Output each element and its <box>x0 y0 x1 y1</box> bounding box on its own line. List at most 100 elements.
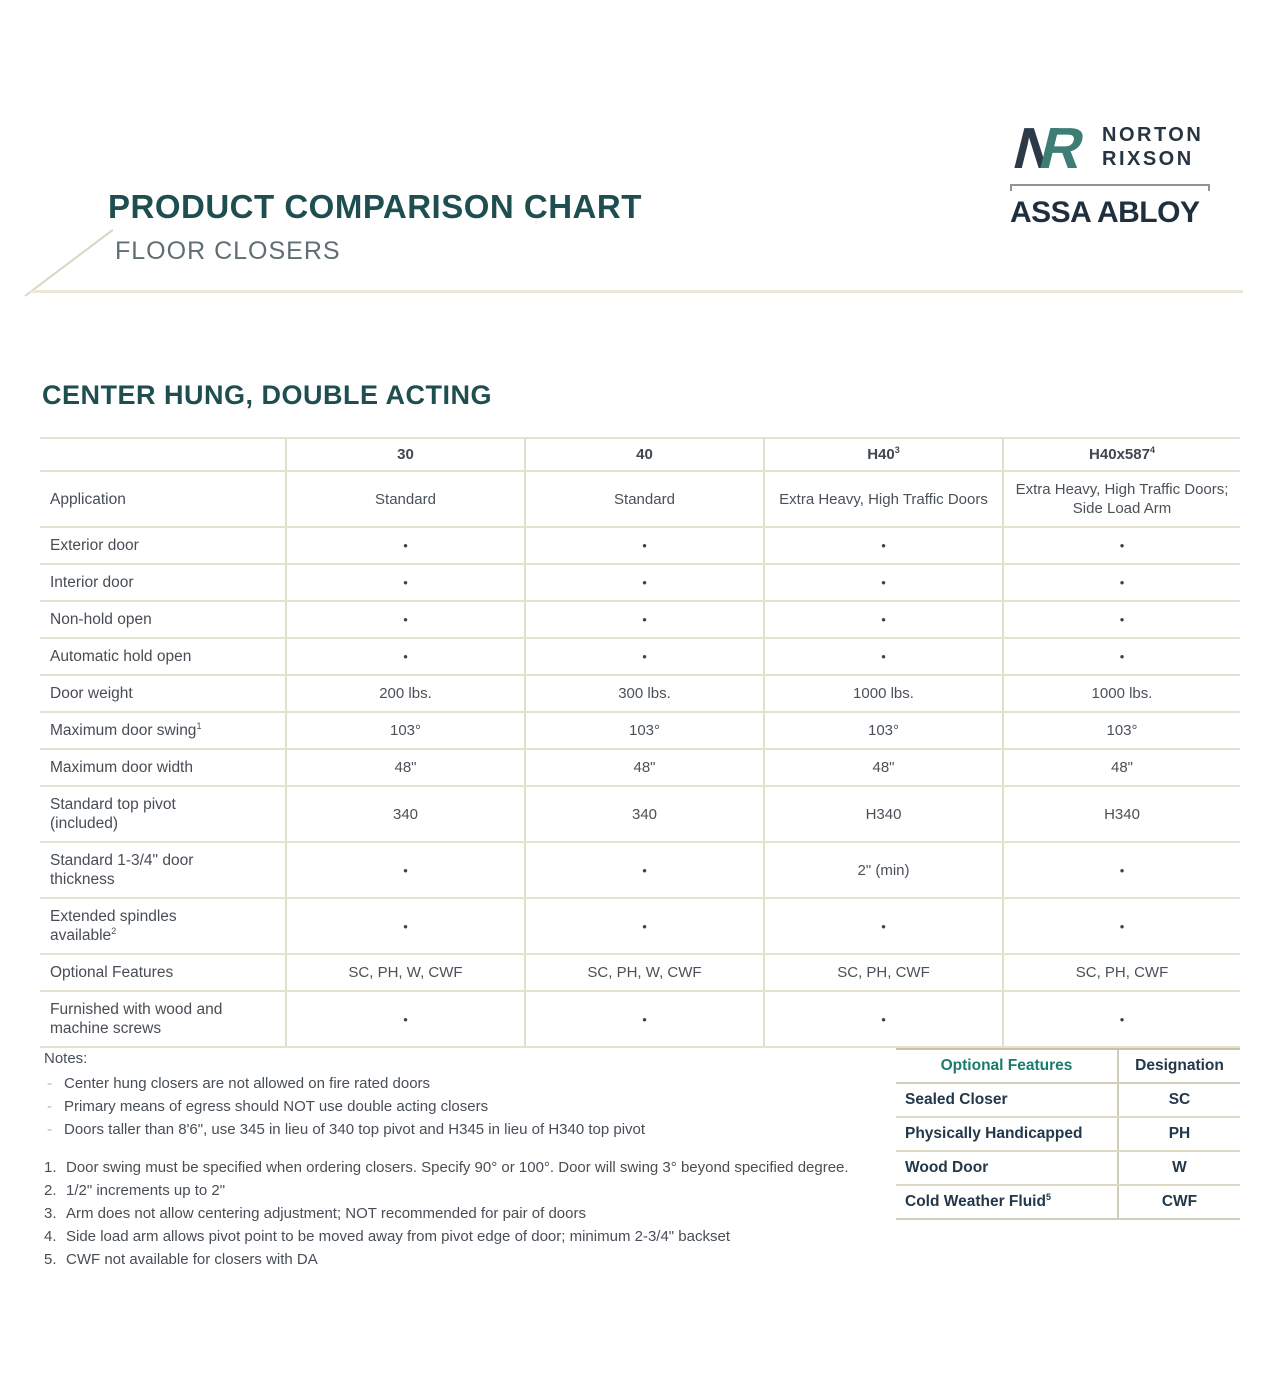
row-label: Interior door <box>40 564 286 602</box>
cell-value: • <box>1002 898 1240 955</box>
cell-value: • <box>524 991 764 1048</box>
number-marker: 5. <box>44 1251 57 1268</box>
column-header-superscript: 3 <box>894 445 900 455</box>
comparison-table: 30 40 H403 H40x5874 Application Standard Stand… <box>40 437 1240 1048</box>
column-header-label: 40 <box>636 446 653 463</box>
bullet-marker: - <box>47 1098 52 1115</box>
column-header: 40 <box>524 437 764 472</box>
column-header: H403 <box>763 437 1003 472</box>
feature-designation: SC <box>1117 1083 1240 1118</box>
cell-value: • <box>285 991 525 1048</box>
row-label: Non-hold open <box>40 601 286 639</box>
note-text: CWF not available for closers with DA <box>66 1251 318 1268</box>
row-label-superscript: 1 <box>196 720 202 731</box>
horizontal-accent-rule <box>30 290 1243 293</box>
column-header: 30 <box>285 437 525 472</box>
feature-name: Cold Weather Fluid5 <box>896 1185 1118 1220</box>
cell-value: • <box>524 564 764 602</box>
cell-value: • <box>524 601 764 639</box>
logo-divider <box>1010 184 1210 192</box>
cell-value: H340 <box>763 786 1003 843</box>
note-text: Arm does not allow centering adjustment;… <box>66 1205 586 1222</box>
column-header-label: H40x587 <box>1089 446 1150 463</box>
page-title: PRODUCT COMPARISON CHART <box>108 188 642 225</box>
note-text: Doors taller than 8'6", use 345 in lieu … <box>64 1121 646 1138</box>
brand-line-1: NORTON <box>1102 124 1204 146</box>
row-label: Maximum door width <box>40 749 286 787</box>
cell-value: H340 <box>1002 786 1240 843</box>
cell-value: 340 <box>524 786 764 843</box>
cell-value: • <box>763 898 1003 955</box>
designation-header-label: Designation <box>1117 1048 1240 1084</box>
cell-value: • <box>763 564 1003 602</box>
table-row: Standard 1-3/4" door thickness • • 2" (min) • <box>40 842 1240 899</box>
note-text: Door swing must be specified when orderi… <box>66 1159 849 1176</box>
cell-value: 103° <box>763 712 1003 750</box>
cell-value: SC, PH, CWF <box>763 954 1003 992</box>
number-marker: 3. <box>44 1205 57 1222</box>
cell-value: • <box>1002 638 1240 676</box>
column-header-label: 30 <box>397 446 414 463</box>
features-row: Physically Handicapped PH <box>896 1117 1240 1152</box>
cell-value: • <box>524 527 764 565</box>
feature-designation: CWF <box>1117 1185 1240 1220</box>
note-numbered-item: 5. CWF not available for closers with DA <box>44 1248 879 1271</box>
row-label: Application <box>40 471 286 528</box>
row-label-superscript: 2 <box>111 925 117 936</box>
note-bullet-item: - Doors taller than 8'6", use 345 in lieu… <box>44 1118 879 1141</box>
cell-value: Standard <box>285 471 525 528</box>
features-designation-table: Optional Features Designation Sealed Close… <box>896 1048 1240 1220</box>
table-row: Exterior door • • • • <box>40 527 1240 565</box>
cell-value: 103° <box>524 712 764 750</box>
cell-value: • <box>524 638 764 676</box>
row-label: Extended spindles available2 <box>40 898 286 955</box>
feature-name: Wood Door <box>896 1151 1118 1186</box>
note-numbered-item: 4. Side load arm allows pivot point to be… <box>44 1225 879 1248</box>
row-label: Exterior door <box>40 527 286 565</box>
note-bullet-item: - Center hung closers are not allowed on … <box>44 1072 879 1095</box>
section-title: CENTER HUNG, DOUBLE ACTING <box>42 380 492 410</box>
features-row: Cold Weather Fluid5 CWF <box>896 1185 1240 1220</box>
cell-value: • <box>1002 991 1240 1048</box>
feature-superscript: 5 <box>1045 1191 1051 1202</box>
notes-heading: Notes: <box>44 1050 88 1067</box>
cell-value: 48" <box>524 749 764 787</box>
note-numbered-item: 2. 1/2" increments up to 2" <box>44 1179 879 1202</box>
row-label: Standard 1-3/4" door thickness <box>40 842 286 899</box>
brand-line-2: RIXSON <box>1102 148 1194 170</box>
number-marker: 4. <box>44 1228 57 1245</box>
cell-value: • <box>1002 564 1240 602</box>
cell-value: • <box>285 564 525 602</box>
cell-value: • <box>1002 842 1240 899</box>
table-row: Door weight 200 lbs. 300 lbs. 1000 lbs. 1000… <box>40 675 1240 713</box>
cell-value: • <box>285 638 525 676</box>
cell-value: • <box>763 638 1003 676</box>
comparison-header-row: 30 40 H403 H40x5874 <box>40 437 1240 472</box>
bullet-marker: - <box>47 1075 52 1092</box>
cell-value: 48" <box>763 749 1003 787</box>
cell-value: SC, PH, W, CWF <box>285 954 525 992</box>
table-row: Interior door • • • • <box>40 564 1240 602</box>
column-header-label: H40 <box>867 446 895 463</box>
note-text: 1/2" increments up to 2" <box>66 1182 226 1199</box>
cell-value: • <box>285 898 525 955</box>
logo-block: N R NORTON RIXSON ASSA ABLOY <box>1010 118 1220 230</box>
cell-value: 1000 lbs. <box>763 675 1003 713</box>
table-row: Furnished with wood and machine screws • • •… <box>40 991 1240 1048</box>
features-header-label: Optional Features <box>896 1048 1118 1084</box>
brand-name: NORTON RIXSON <box>1102 123 1203 171</box>
cell-value: SC, PH, CWF <box>1002 954 1240 992</box>
row-label: Maximum door swing1 <box>40 712 286 750</box>
row-label: Optional Features <box>40 954 286 992</box>
notes-bullet-list: - Center hung closers are not allowed on … <box>44 1072 879 1141</box>
cell-value: • <box>285 601 525 639</box>
note-bullet-item: - Primary means of egress should NOT use … <box>44 1095 879 1118</box>
features-row: Sealed Closer SC <box>896 1083 1240 1118</box>
note-text: Side load arm allows pivot point to be m… <box>66 1228 730 1245</box>
cell-value: 200 lbs. <box>285 675 525 713</box>
cell-value: Extra Heavy, High Traffic Doors; Side Lo… <box>1002 471 1240 528</box>
number-marker: 1. <box>44 1159 57 1176</box>
parent-brand: ASSA ABLOY <box>1010 196 1200 229</box>
table-row: Application Standard Standard Extra Heavy, … <box>40 471 1240 528</box>
table-row: Non-hold open • • • • <box>40 601 1240 639</box>
